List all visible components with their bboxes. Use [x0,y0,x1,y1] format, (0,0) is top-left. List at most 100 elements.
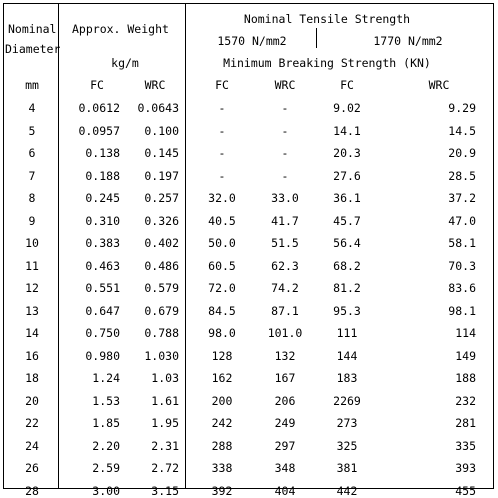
cell-wrc-1570: 297 [274,438,296,453]
cell-diameter: 26 [25,461,39,475]
cell-weight-wrc: 0.326 [144,213,179,228]
cell-weight-fc: 1.24 [92,371,120,385]
cell-weight-fc: 0.0957 [78,123,120,138]
cell-weight-fc: 0.310 [85,213,120,228]
cell-diameter: 13 [25,303,39,318]
cell-weight-fc: 0.980 [85,348,120,363]
header-min-breaking: Minimum Breaking Strength (KN) [223,56,431,70]
cell-fc-1770: 111 [336,326,358,340]
cell-weight-wrc: 0.197 [144,168,179,183]
cell-fc-1570: 84.5 [208,303,236,318]
header-grade-1570: 1570 N/mm2 [217,34,287,48]
cell-diameter: 24 [25,438,39,453]
cell-wrc-1770: 98.1 [448,303,476,318]
cell-weight-fc: 0.750 [85,326,120,340]
cell-fc-1570: - [218,101,226,115]
cell-fc-1570: - [218,146,226,160]
cell-wrc-1770: 37.2 [448,191,476,205]
cell-fc-1770: 9.02 [333,101,361,115]
cell-weight-fc: 0.647 [85,303,120,318]
cell-wrc-1570: 167 [274,371,296,385]
cell-fc-1570: 392 [211,483,233,498]
cell-wrc-1570: 62.3 [271,258,299,273]
cell-fc-1570: 242 [211,416,233,430]
cell-weight-wrc: 1.61 [151,393,179,408]
cell-diameter: 14 [25,326,39,340]
header-weight-fc: FC [90,78,104,92]
cell-weight-wrc: 0.402 [144,236,179,250]
header-fc-1770: FC [340,78,354,92]
cell-wrc-1570: 51.5 [271,236,299,250]
cell-weight-fc: 1.53 [92,393,120,408]
cell-fc-1570: 72.0 [208,281,236,295]
header-wrc-1770: WRC [428,78,450,92]
cell-diameter: 6 [28,146,36,160]
cell-fc-1570: 338 [211,461,233,475]
cell-wrc-1570: 132 [274,348,296,363]
header-nominal: Nominal [8,22,57,36]
cell-fc-1570: 162 [211,371,233,385]
cell-weight-fc: 1.85 [92,416,120,430]
cell-fc-1570: 50.0 [208,236,236,250]
cell-weight-wrc: 0.100 [144,123,179,138]
cell-wrc-1570: 206 [274,393,296,408]
cell-fc-1770: 81.2 [333,281,361,295]
cell-wrc-1770: 188 [455,371,476,385]
cell-fc-1570: 32.0 [208,191,236,205]
header-fc-1570: FC [215,78,229,92]
cell-wrc-1570: - [281,101,289,115]
cell-diameter: 11 [25,258,39,273]
cell-weight-fc: 0.463 [85,258,120,273]
cell-fc-1770: 45.7 [333,213,361,228]
cell-diameter: 20 [25,393,39,408]
cell-weight-wrc: 1.03 [151,371,179,385]
cell-weight-fc: 0.188 [85,168,120,183]
cell-fc-1570: - [218,168,226,183]
cell-wrc-1770: 58.1 [448,236,476,250]
cell-diameter: 22 [25,416,39,430]
col-divider-weight [185,4,186,488]
cell-diameter: 10 [25,236,39,250]
cell-wrc-1770: 70.3 [448,258,476,273]
header-mm: mm [25,78,39,92]
cell-wrc-1770: 393 [455,461,476,475]
cell-wrc-1770: 47.0 [448,213,476,228]
cell-fc-1570: 40.5 [208,213,236,228]
cell-weight-fc: 0.138 [85,146,120,160]
cell-diameter: 28 [25,483,39,498]
cell-fc-1770: 68.2 [333,258,361,273]
cell-weight-wrc: 0.257 [144,191,179,205]
cell-fc-1570: 60.5 [208,258,236,273]
cell-fc-1770: 20.3 [333,146,361,160]
header-nominal-tensile: Nominal Tensile Strength [243,12,411,26]
cell-weight-wrc: 0.145 [144,146,179,160]
header-diameter: Diameter [5,42,61,56]
cell-wrc-1570: - [281,168,289,183]
header-wrc-1570: WRC [274,78,296,92]
cell-wrc-1770: 83.6 [448,281,476,295]
col-divider-grade [316,28,317,48]
cell-fc-1770: 36.1 [333,191,361,205]
cell-weight-fc: 0.245 [85,191,120,205]
cell-fc-1570: - [218,123,226,138]
header-approx-weight: Approx. Weight [72,22,169,36]
cell-diameter: 9 [28,213,36,228]
cell-fc-1770: 381 [336,461,358,475]
cell-fc-1770: 95.3 [333,303,361,318]
cell-wrc-1770: 20.9 [448,146,476,160]
cell-weight-wrc: 3.15 [151,483,179,498]
cell-diameter: 12 [25,281,39,295]
cell-weight-fc: 0.0612 [78,101,120,115]
cell-diameter: 16 [25,348,39,363]
cell-diameter: 4 [28,101,36,115]
cell-wrc-1770: 232 [455,393,476,408]
rope-strength-table: Nominal Diameter mm Approx. Weight kg/m … [3,3,494,498]
cell-fc-1770: 273 [336,416,358,430]
cell-wrc-1570: 101.0 [267,326,303,340]
cell-fc-1770: 183 [336,371,358,385]
cell-weight-wrc: 1.030 [144,348,179,363]
cell-wrc-1570: 87.1 [271,303,299,318]
cell-fc-1570: 128 [211,348,233,363]
cell-diameter: 5 [28,123,36,138]
cell-weight-fc: 0.383 [85,236,120,250]
